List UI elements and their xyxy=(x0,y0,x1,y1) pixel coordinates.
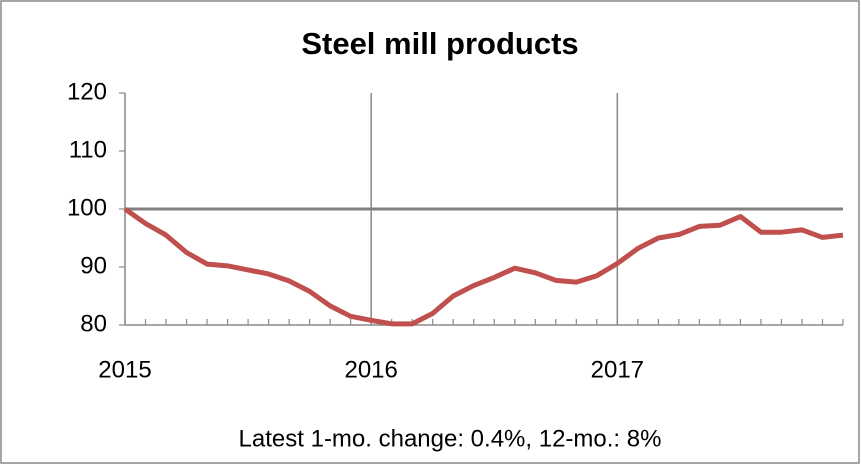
chart-title: Steel mill products xyxy=(301,26,578,61)
x-tick-label: 2015 xyxy=(98,356,151,383)
x-tick-label: 2016 xyxy=(344,356,397,383)
y-tick-label: 110 xyxy=(69,136,107,163)
y-tick-label: 100 xyxy=(67,194,107,221)
y-tick-label: 120 xyxy=(67,78,107,105)
y-tick-label: 80 xyxy=(80,310,107,337)
data-line xyxy=(123,206,844,327)
x-tick-label: 2017 xyxy=(591,356,644,383)
annotation: Latest 1-mo. change: 0.4%, 12-mo.: 8% xyxy=(239,425,662,452)
y-tick-label: 90 xyxy=(80,252,107,279)
